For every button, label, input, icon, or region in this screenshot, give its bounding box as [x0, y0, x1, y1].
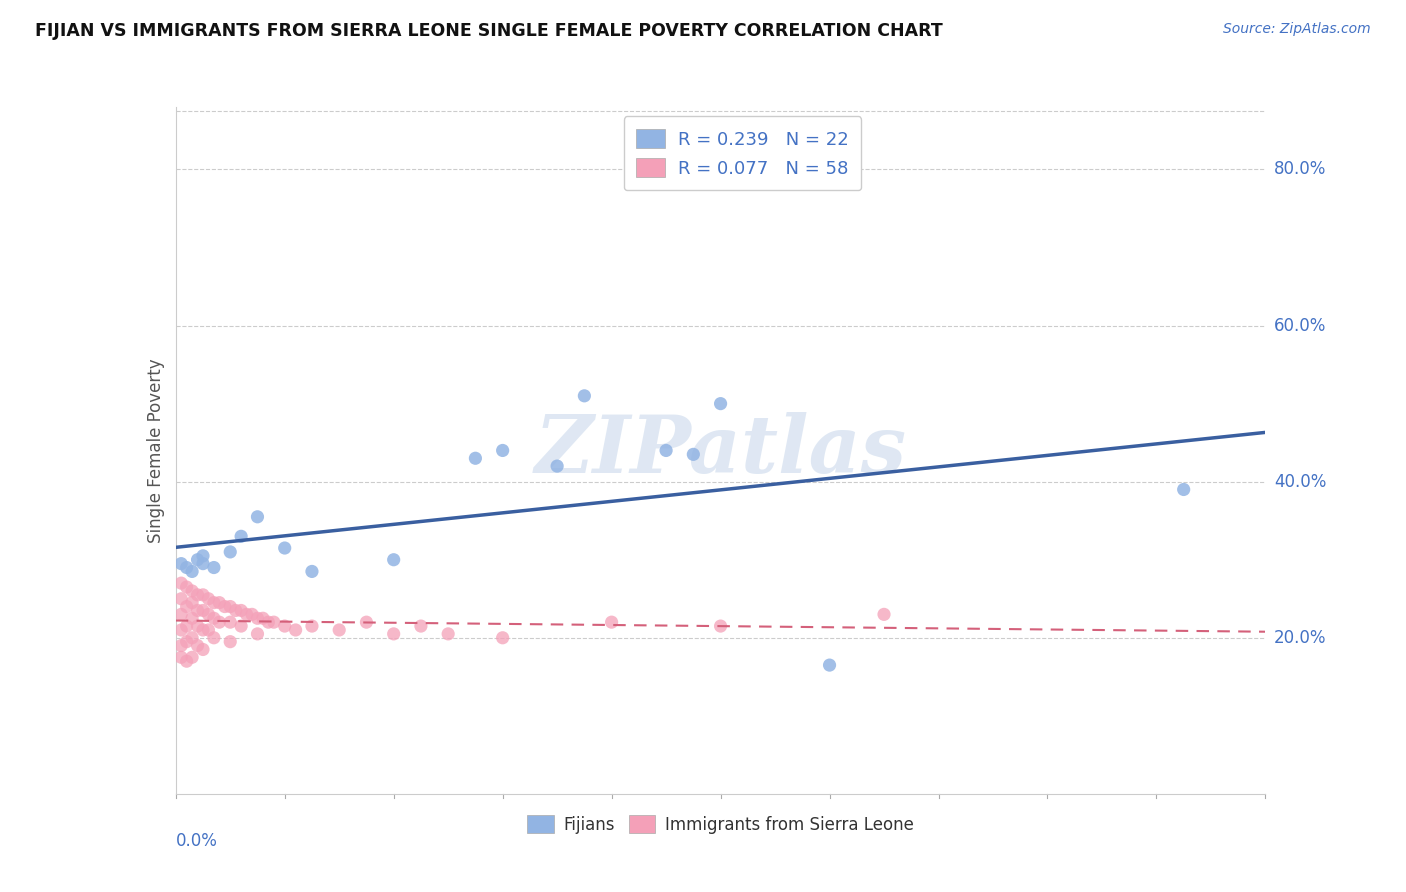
Point: [208, 615, 231, 630]
Point: [181, 631, 204, 645]
Text: 20.0%: 20.0%: [1274, 629, 1327, 647]
Point: [328, 623, 350, 637]
Point: [225, 603, 247, 617]
Point: [170, 591, 193, 606]
Text: 0.0%: 0.0%: [176, 831, 218, 850]
Point: [600, 615, 623, 630]
Point: [170, 623, 193, 637]
Point: [873, 607, 896, 622]
Point: [464, 451, 486, 466]
Point: [191, 557, 214, 571]
Point: [492, 443, 515, 458]
Point: [170, 650, 193, 665]
Point: [202, 611, 225, 625]
Point: [655, 443, 678, 458]
Point: [219, 599, 242, 614]
Point: [197, 607, 219, 622]
Point: [274, 619, 297, 633]
Point: [208, 596, 231, 610]
Point: [246, 611, 269, 625]
Point: [197, 623, 219, 637]
Text: 80.0%: 80.0%: [1274, 161, 1326, 178]
Point: [546, 458, 568, 473]
Point: [176, 599, 198, 614]
Point: [252, 611, 274, 625]
Point: [186, 552, 209, 567]
Point: [1173, 483, 1195, 497]
Point: [176, 634, 198, 648]
Point: [301, 619, 323, 633]
Y-axis label: Single Female Poverty: Single Female Poverty: [146, 359, 165, 542]
Point: [170, 557, 193, 571]
Point: [191, 642, 214, 657]
Point: [186, 619, 209, 633]
Text: 40.0%: 40.0%: [1274, 473, 1326, 491]
Point: [202, 560, 225, 574]
Point: [181, 650, 204, 665]
Point: [284, 623, 307, 637]
Text: 60.0%: 60.0%: [1274, 317, 1326, 334]
Point: [409, 619, 432, 633]
Point: [382, 627, 405, 641]
Point: [214, 599, 236, 614]
Point: [257, 615, 280, 630]
Point: [246, 627, 269, 641]
Text: Source: ZipAtlas.com: Source: ZipAtlas.com: [1223, 22, 1371, 37]
Point: [246, 509, 269, 524]
Point: [574, 389, 596, 403]
Point: [186, 639, 209, 653]
Point: [191, 623, 214, 637]
Point: [356, 615, 378, 630]
Point: [710, 396, 733, 410]
Legend: Fijians, Immigrants from Sierra Leone: Fijians, Immigrants from Sierra Leone: [520, 808, 921, 840]
Point: [176, 654, 198, 668]
Point: [181, 611, 204, 625]
Point: [382, 552, 405, 567]
Point: [191, 603, 214, 617]
Point: [176, 619, 198, 633]
Point: [219, 615, 242, 630]
Point: [186, 603, 209, 617]
Point: [191, 588, 214, 602]
Point: [263, 615, 285, 630]
Point: [186, 588, 209, 602]
Point: [301, 565, 323, 579]
Point: [818, 658, 841, 673]
Point: [682, 447, 704, 461]
Point: [231, 619, 253, 633]
Point: [231, 529, 253, 543]
Point: [181, 596, 204, 610]
Point: [170, 607, 193, 622]
Point: [274, 541, 297, 555]
Point: [197, 591, 219, 606]
Point: [240, 607, 263, 622]
Point: [181, 583, 204, 598]
Point: [437, 627, 460, 641]
Point: [170, 576, 193, 591]
Point: [170, 639, 193, 653]
Point: [176, 580, 198, 594]
Text: FIJIAN VS IMMIGRANTS FROM SIERRA LEONE SINGLE FEMALE POVERTY CORRELATION CHART: FIJIAN VS IMMIGRANTS FROM SIERRA LEONE S…: [35, 22, 943, 40]
Point: [710, 619, 733, 633]
Point: [176, 560, 198, 574]
Point: [202, 596, 225, 610]
Point: [231, 603, 253, 617]
Point: [219, 545, 242, 559]
Point: [191, 549, 214, 563]
Point: [202, 631, 225, 645]
Point: [235, 607, 257, 622]
Point: [492, 631, 515, 645]
Point: [219, 634, 242, 648]
Text: ZIPatlas: ZIPatlas: [534, 412, 907, 489]
Point: [181, 565, 204, 579]
